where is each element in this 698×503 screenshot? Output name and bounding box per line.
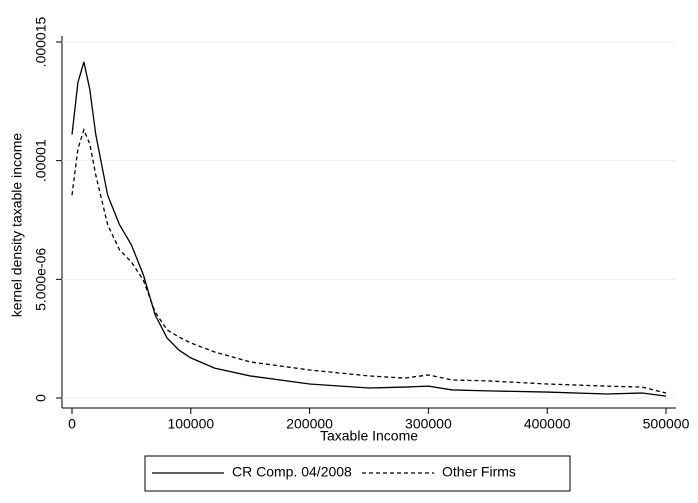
series-line (71, 127, 667, 394)
legend-label: CR Comp. 04/2008 (232, 464, 352, 480)
legend-label: Other Firms (442, 464, 516, 480)
series-line (71, 61, 667, 397)
y-tick-label: 5.000e-06 (33, 248, 49, 311)
y-axis-label: kernel density taxable income (9, 133, 25, 318)
y-tick-label: .000015 (33, 16, 49, 67)
x-tick-label: 0 (68, 416, 76, 432)
x-tick-label: 200000 (286, 416, 333, 432)
x-tick-label: 300000 (405, 416, 452, 432)
x-axis-label: Taxable Income (320, 428, 418, 444)
y-tick-label: 0 (33, 394, 49, 402)
x-tick-label: 100000 (167, 416, 214, 432)
y-tick-label: .00001 (33, 139, 49, 182)
x-tick-label: 400000 (524, 416, 571, 432)
x-tick-label: 500000 (643, 416, 690, 432)
